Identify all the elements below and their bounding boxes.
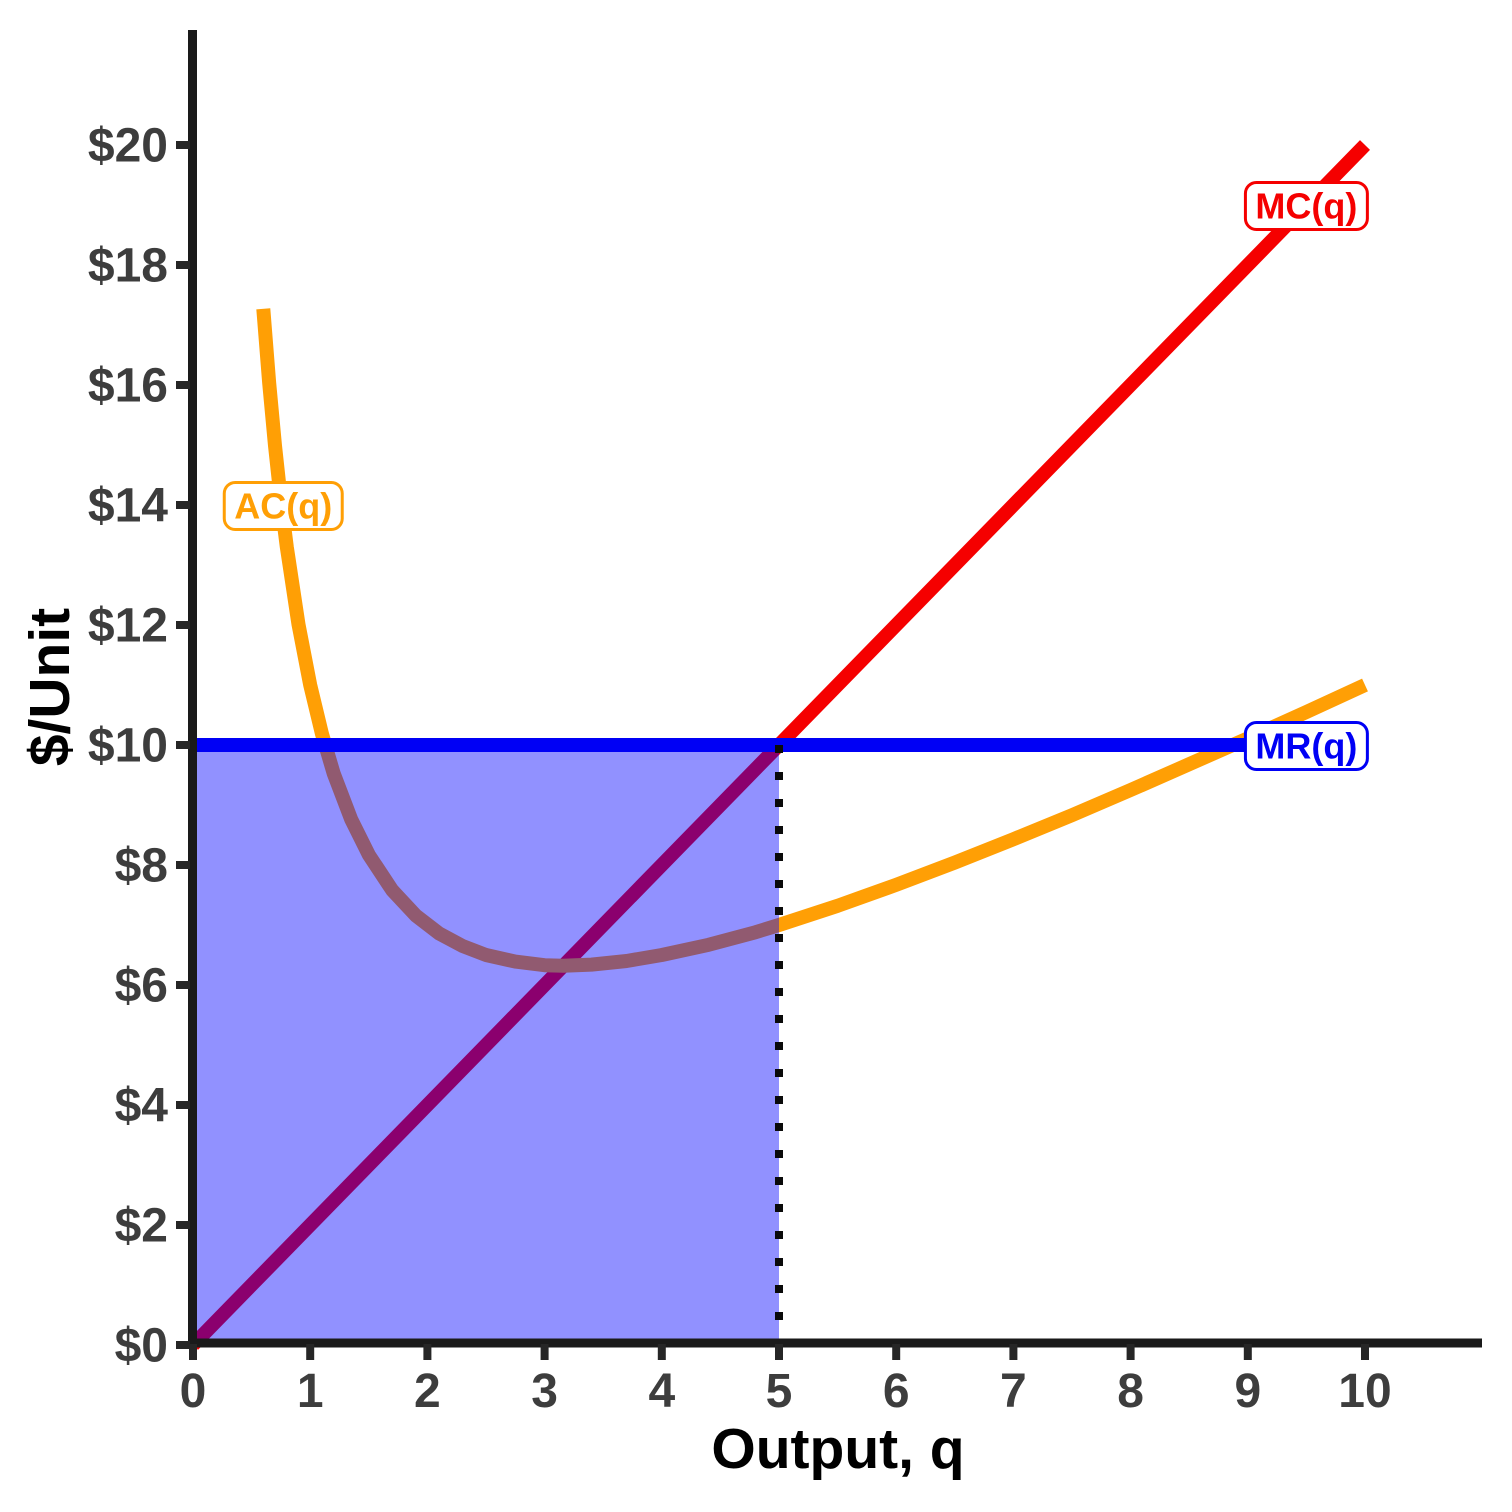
y-tick-label-10: $10 bbox=[88, 720, 168, 773]
y-tick-label-8: $8 bbox=[115, 840, 168, 893]
x-tick-label-8: 8 bbox=[1117, 1365, 1144, 1418]
y-tick-label-2: $2 bbox=[115, 1200, 168, 1253]
curve-label-text-mc-q: MC(q) bbox=[1255, 186, 1357, 227]
x-tick-label-0: 0 bbox=[180, 1365, 207, 1418]
y-axis-title: $/Unit bbox=[18, 607, 82, 767]
y-tick-label-0: $0 bbox=[115, 1320, 168, 1373]
y-tick-label-12: $12 bbox=[88, 600, 168, 653]
x-tick-label-9: 9 bbox=[1234, 1365, 1261, 1418]
y-tick-label-14: $14 bbox=[88, 480, 168, 533]
y-tick-label-20: $20 bbox=[88, 120, 168, 173]
curve-label-mr-q: MR(q) bbox=[1243, 721, 1369, 771]
x-tick-label-6: 6 bbox=[883, 1365, 910, 1418]
x-axis-title: Output, q bbox=[711, 1417, 965, 1481]
curve-label-text-mr-q: MR(q) bbox=[1255, 726, 1357, 767]
x-tick-label-1: 1 bbox=[297, 1365, 324, 1418]
y-tick-label-16: $16 bbox=[88, 360, 168, 413]
curve-label-ac-q: AC(q) bbox=[222, 481, 344, 531]
curve-label-mc-q: MC(q) bbox=[1243, 181, 1369, 231]
curve-label-box-mc-q bbox=[1243, 181, 1369, 231]
y-tick-label-4: $4 bbox=[115, 1080, 169, 1133]
x-tick-label-10: 10 bbox=[1338, 1365, 1391, 1418]
y-tick-label-18: $18 bbox=[88, 240, 168, 293]
curve-label-box-mr-q bbox=[1243, 721, 1369, 771]
curve-label-text-ac-q: AC(q) bbox=[234, 486, 332, 527]
x-tick-label-3: 3 bbox=[531, 1365, 558, 1418]
revenue-shade-region bbox=[193, 745, 779, 1345]
x-tick-label-7: 7 bbox=[1000, 1365, 1027, 1418]
x-tick-label-4: 4 bbox=[648, 1365, 675, 1418]
curve-ac-q bbox=[256, 308, 1368, 973]
x-tick-label-5: 5 bbox=[766, 1365, 793, 1418]
curve-label-box-ac-q bbox=[222, 481, 344, 531]
y-tick-label-6: $6 bbox=[115, 960, 168, 1013]
x-tick-label-2: 2 bbox=[414, 1365, 441, 1418]
